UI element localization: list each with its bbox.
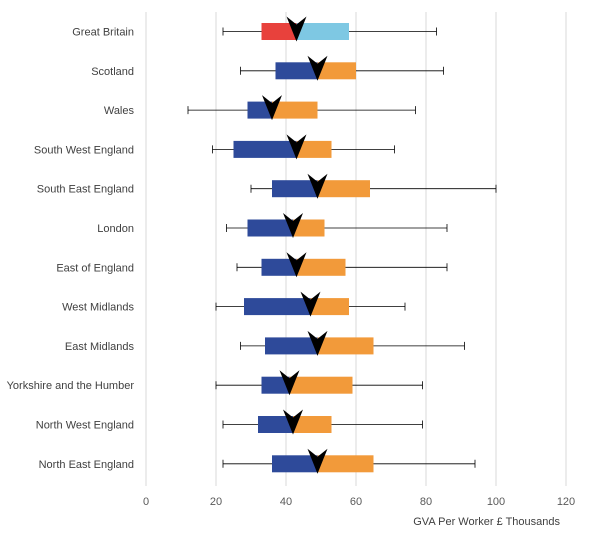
box-lower (275, 62, 318, 80)
box-upper (317, 62, 356, 80)
category-label: West Midlands (62, 302, 134, 314)
box-lower (247, 101, 272, 119)
category-label: Wales (104, 105, 135, 117)
box-lower (261, 258, 297, 276)
median-marker (307, 448, 328, 474)
median-marker (300, 291, 321, 317)
box-lower (247, 219, 293, 237)
median-marker (286, 16, 307, 42)
category-label: South West England (34, 144, 134, 156)
box-lower (244, 298, 311, 316)
box-upper (317, 337, 374, 355)
box-lower (272, 455, 318, 473)
box-lower (233, 140, 297, 158)
median-marker (283, 409, 303, 435)
whiskers (187, 27, 497, 468)
box-upper (296, 258, 346, 276)
median-marker (307, 55, 328, 81)
box-lower (261, 23, 297, 40)
category-label: East Midlands (65, 341, 135, 353)
box-upper (310, 298, 349, 316)
box-upper (272, 101, 318, 119)
box-lower (265, 337, 318, 355)
median-marker (279, 370, 300, 396)
category-label: Yorkshire and the Humber (7, 380, 135, 392)
box-upper (317, 180, 370, 198)
x-tick-label: 40 (280, 496, 292, 508)
box-upper (289, 376, 353, 394)
median-markers (262, 16, 328, 474)
category-label: North East England (39, 459, 134, 471)
box-lower (261, 376, 290, 394)
category-label: East of England (56, 262, 134, 274)
box-lower (272, 180, 318, 198)
category-label: Great Britain (72, 27, 134, 39)
category-labels: Great Britain Scotland Wales South West Eng… (7, 27, 135, 471)
x-tick-label: 120 (557, 496, 575, 508)
x-axis-ticks: 0 20 40 60 80 100 120 (143, 496, 575, 508)
median-marker (307, 330, 328, 356)
box-upper (293, 219, 325, 237)
x-tick-label: 20 (210, 496, 222, 508)
category-label: London (97, 223, 134, 235)
category-label: South East England (37, 184, 134, 196)
x-tick-label: 60 (350, 496, 362, 508)
box-upper (296, 23, 349, 40)
gridlines (145, 12, 567, 486)
category-label: North West England (36, 420, 134, 432)
box-upper (317, 455, 374, 473)
box-upper (296, 140, 332, 158)
x-tick-label: 100 (487, 496, 505, 508)
boxes (233, 23, 374, 473)
box-upper (293, 416, 332, 433)
median-marker (286, 252, 307, 278)
box-lower (258, 416, 293, 433)
category-label: Scotland (91, 66, 134, 78)
median-marker (286, 134, 307, 160)
x-tick-label: 0 (143, 496, 149, 508)
x-axis-title: GVA Per Worker £ Thousands (413, 516, 560, 528)
median-marker (283, 213, 303, 238)
x-tick-label: 80 (420, 496, 432, 508)
median-marker (262, 95, 282, 121)
median-marker (307, 173, 328, 199)
